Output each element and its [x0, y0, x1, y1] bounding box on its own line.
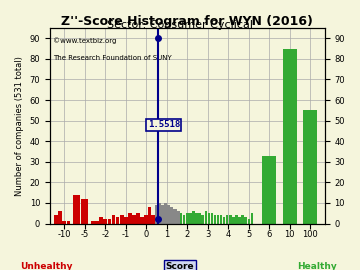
Text: 1.5518: 1.5518 — [148, 120, 180, 129]
Bar — [151, 215, 155, 224]
Bar — [262, 156, 276, 224]
Bar — [144, 215, 148, 224]
Bar — [186, 213, 189, 224]
Text: Sector: Consumer Cyclical: Sector: Consumer Cyclical — [107, 20, 253, 30]
Bar — [164, 203, 167, 224]
Bar — [99, 217, 103, 224]
Bar — [58, 211, 62, 224]
Bar — [161, 205, 164, 224]
Bar — [238, 217, 241, 224]
Bar — [108, 220, 111, 224]
Bar — [217, 215, 219, 224]
Bar — [189, 213, 192, 224]
Bar — [202, 215, 204, 224]
Bar — [223, 217, 225, 224]
Bar — [62, 221, 66, 224]
Bar — [235, 215, 238, 224]
Bar — [136, 213, 140, 224]
Bar — [204, 211, 207, 224]
Bar — [132, 215, 136, 224]
Text: Unhealthy: Unhealthy — [21, 262, 73, 270]
Bar — [244, 217, 247, 224]
Bar — [81, 199, 88, 224]
Bar — [208, 213, 210, 224]
Text: ©www.textbiz.org: ©www.textbiz.org — [53, 38, 116, 45]
Bar — [124, 217, 127, 224]
Bar — [155, 205, 158, 224]
Bar — [174, 209, 176, 224]
Bar — [242, 215, 244, 224]
Bar — [214, 215, 216, 224]
Bar — [176, 211, 180, 224]
Bar — [116, 217, 120, 224]
Bar — [229, 215, 231, 224]
Bar — [91, 221, 95, 224]
Bar — [211, 213, 213, 224]
Bar — [170, 207, 174, 224]
Bar — [95, 221, 99, 224]
Bar — [220, 215, 222, 224]
Bar — [112, 215, 115, 224]
Bar — [232, 217, 235, 224]
Bar — [183, 215, 185, 224]
Bar — [251, 213, 253, 224]
Bar — [140, 217, 144, 224]
Bar — [198, 213, 201, 224]
Bar — [195, 213, 198, 224]
Text: Score: Score — [166, 262, 194, 270]
Bar — [226, 215, 229, 224]
Bar — [73, 195, 80, 224]
Bar — [248, 220, 250, 224]
Text: The Research Foundation of SUNY: The Research Foundation of SUNY — [53, 55, 171, 61]
Bar — [158, 203, 161, 224]
Y-axis label: Number of companies (531 total): Number of companies (531 total) — [15, 56, 24, 196]
Bar — [103, 220, 107, 224]
Bar — [192, 211, 195, 224]
Bar — [128, 213, 132, 224]
Bar — [180, 213, 183, 224]
Bar — [283, 49, 297, 224]
Bar — [120, 215, 123, 224]
Bar — [67, 221, 70, 224]
Text: Healthy: Healthy — [297, 262, 337, 270]
Bar — [148, 207, 151, 224]
Title: Z''-Score Histogram for WYN (2016): Z''-Score Histogram for WYN (2016) — [61, 15, 313, 28]
Bar — [54, 215, 58, 224]
Bar — [167, 205, 170, 224]
Bar — [303, 110, 318, 224]
